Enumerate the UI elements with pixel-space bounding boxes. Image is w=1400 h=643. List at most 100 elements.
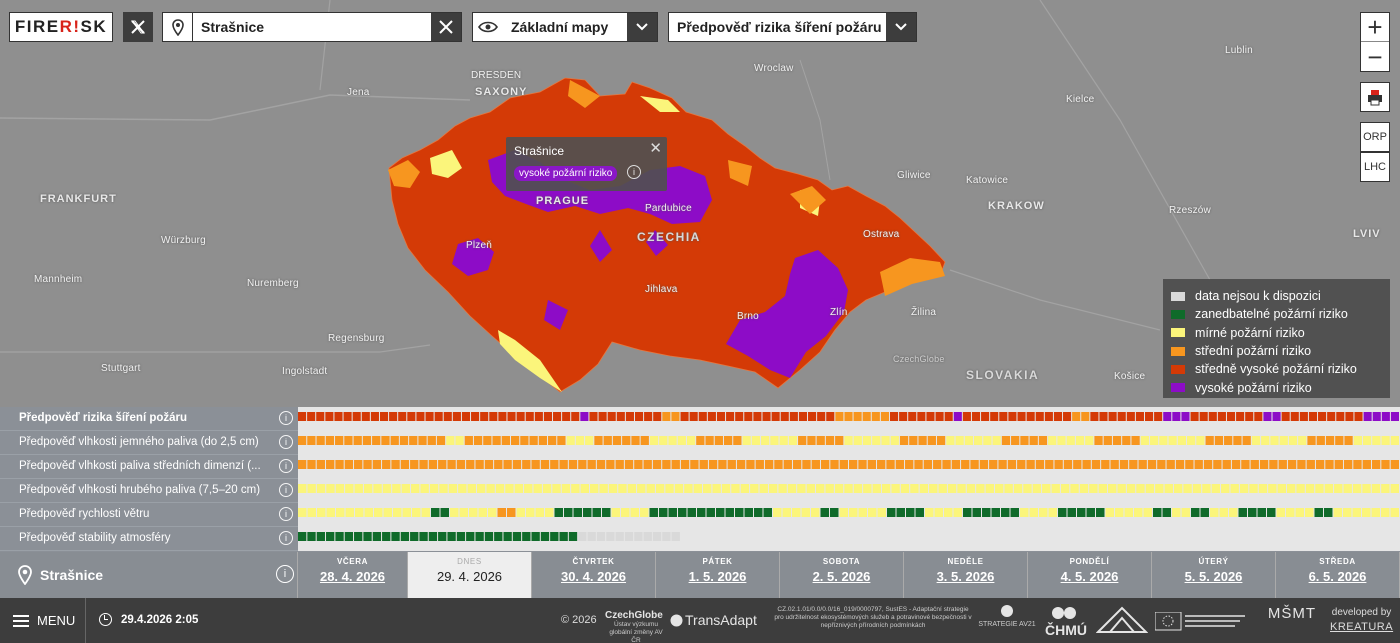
forecast-cell [895, 532, 905, 541]
eu-flag-logo[interactable] [1154, 611, 1247, 635]
strategie-av21-logo[interactable]: STRATEGIE AV21 [977, 604, 1037, 629]
info-icon[interactable]: i [279, 411, 293, 425]
border-line [0, 344, 431, 353]
forecast-cell [953, 508, 962, 517]
app-logo[interactable]: FIRE R! SK [9, 12, 113, 42]
forecast-cell [1048, 508, 1057, 517]
legend-label: vysoké požární riziko [1195, 380, 1312, 395]
forecast-timeline[interactable] [298, 479, 1400, 503]
forecast-cell [915, 508, 924, 517]
transadapt-logo[interactable]: TransAdapt [670, 612, 757, 628]
info-icon[interactable]: i [276, 565, 294, 583]
institution-logo[interactable] [1095, 606, 1149, 637]
close-icon[interactable]: ✕ [649, 140, 662, 157]
forecast-cell [962, 412, 971, 421]
chevron-down-icon[interactable] [627, 13, 657, 41]
day-tab[interactable]: DNES 29. 4. 2026 [408, 552, 532, 598]
map-view[interactable]: DRESDEN SAXONY Jena Wroclaw Lublin Kielc… [0, 0, 1400, 407]
forecast-cell [370, 412, 379, 421]
forecast-cell [352, 412, 361, 421]
forecast-cell [1362, 460, 1371, 469]
forecast-cell [868, 508, 877, 517]
forecast-cell [733, 436, 742, 445]
logo-text: FIRE [14, 17, 60, 36]
forecast-cell [607, 412, 616, 421]
forecast-cell [944, 412, 953, 421]
legend-item: data nejsou k dispozici [1171, 287, 1382, 305]
menu-button[interactable]: MENU [0, 598, 86, 643]
day-tab[interactable]: VČERA 28. 4. 2026 [298, 552, 408, 598]
forecast-cell [919, 484, 929, 493]
forecast-cell [983, 436, 992, 445]
forecast-cell [652, 532, 662, 541]
forecast-timeline[interactable] [298, 407, 1400, 431]
forecast-cell [1175, 460, 1185, 469]
clear-search-button[interactable] [431, 13, 461, 41]
forecast-cell [298, 532, 307, 541]
forecast-timeline[interactable] [298, 527, 1400, 551]
info-icon[interactable]: i [279, 483, 293, 497]
forecast-cell [830, 460, 839, 469]
forecast-timeline[interactable] [298, 503, 1400, 527]
day-tab[interactable]: PÁTEK 1. 5. 2026 [656, 552, 780, 598]
location-search[interactable] [162, 12, 462, 42]
forecast-cell [783, 532, 792, 541]
day-tab[interactable]: PONDĚLÍ 4. 5. 2026 [1028, 552, 1152, 598]
layer-select[interactable]: Předpověď rizika šíření požáru [668, 12, 917, 42]
print-button[interactable] [1360, 82, 1390, 112]
day-tab[interactable]: SOBOTA 2. 5. 2026 [780, 552, 904, 598]
day-tab[interactable]: STŘEDA 6. 5. 2026 [1276, 552, 1400, 598]
orp-button[interactable]: ORP [1360, 122, 1390, 152]
czechglobe-logo[interactable]: CzechGlobe Ústav výzkumu globální změny … [605, 610, 663, 643]
forecast-cell [910, 484, 919, 493]
forecast-cell [735, 508, 744, 517]
legend-item: střední požární riziko [1171, 342, 1382, 360]
forecast-cell [1079, 484, 1089, 493]
zoom-in-button[interactable]: + [1361, 13, 1389, 42]
day-tab[interactable]: ČTVRTEK 30. 4. 2026 [532, 552, 656, 598]
lhc-button[interactable]: LHC [1360, 152, 1390, 182]
forecast-cell [334, 412, 343, 421]
forecast-cell [947, 484, 957, 493]
info-icon[interactable]: i [279, 435, 293, 449]
day-tab[interactable]: ÚTERÝ 5. 5. 2026 [1152, 552, 1276, 598]
forecast-cell [391, 532, 400, 541]
forecast-cell [668, 436, 677, 445]
forecast-cell [830, 508, 839, 517]
kreatura-link[interactable]: KREATURA [1330, 621, 1394, 633]
forecast-timeline[interactable] [298, 455, 1400, 479]
forecast-cell [452, 412, 461, 421]
forecast-cell [1362, 484, 1371, 493]
forecast-cell [872, 436, 881, 445]
forecast-cell [512, 532, 522, 541]
day-tab[interactable]: NEDĚLE 3. 5. 2026 [904, 552, 1028, 598]
forecast-timeline[interactable] [298, 431, 1400, 455]
forecast-cell [687, 508, 696, 517]
msmt-logo[interactable]: MŠMT [1267, 605, 1317, 622]
zoom-out-button[interactable]: − [1367, 41, 1383, 72]
forecast-cell [410, 532, 419, 541]
forecast-cell [615, 460, 624, 469]
basemap-select[interactable]: Základní mapy [472, 12, 658, 42]
forecast-cell [571, 484, 580, 493]
legend-item: mírné požární riziko [1171, 324, 1382, 342]
forecast-cell [680, 532, 690, 541]
risk-orange [790, 186, 826, 214]
forecast-cell [298, 484, 307, 493]
info-icon[interactable]: i [627, 165, 641, 179]
forecast-cell [849, 508, 858, 517]
forecast-cell [1362, 508, 1371, 517]
chevron-down-icon[interactable] [886, 13, 916, 41]
x-social-button[interactable] [123, 12, 153, 42]
forecast-cell [606, 460, 615, 469]
info-icon[interactable]: i [279, 531, 293, 545]
chmu-logo[interactable]: ČHMÚ [1041, 606, 1091, 637]
forecast-cell [1334, 484, 1343, 493]
info-icon[interactable]: i [279, 507, 293, 521]
city-label: Žilina [911, 307, 937, 318]
info-icon[interactable]: i [279, 459, 293, 473]
forecast-cell [705, 436, 714, 445]
search-input[interactable] [193, 13, 431, 41]
forecast-cell [1297, 532, 1306, 541]
legend-label: střední požární riziko [1195, 344, 1312, 359]
